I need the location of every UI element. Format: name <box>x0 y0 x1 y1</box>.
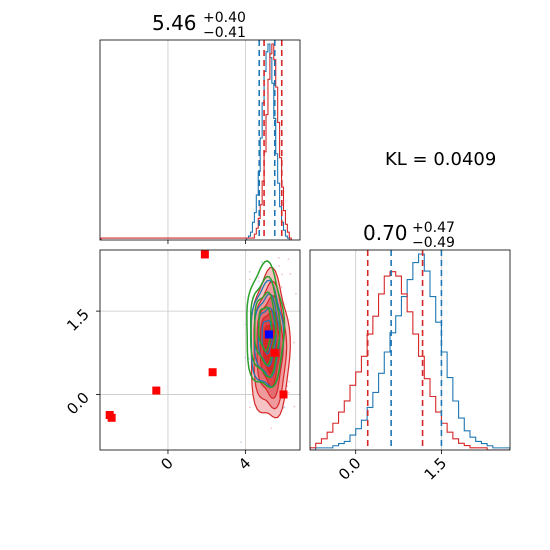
joint-scatter-point-series-a <box>244 356 247 359</box>
param-1-histogram-panel: 5.46 +0.40 −0.41 <box>99 10 301 244</box>
joint-y-ticks: 0.0 1.5 <box>63 305 100 418</box>
joint-scatter-point-series-b <box>289 273 292 275</box>
param-2-histogram-panel: 0.0 1.5 0.70 +0.47 −0.49 <box>309 220 511 484</box>
joint-scatter-point-series-b <box>270 427 273 430</box>
param-1-x-ticks <box>167 240 247 244</box>
joint-red-marker <box>107 413 116 422</box>
joint-contour-line-green <box>257 306 273 352</box>
joint-y-tick-label: 1.5 <box>63 305 93 335</box>
joint-red-marker <box>152 386 161 395</box>
joint-scatter-point-series-b <box>293 405 296 408</box>
joint-scatter-point-series-a <box>260 260 263 263</box>
param-1-hist-series-a <box>246 43 290 240</box>
joint-red-marker <box>279 390 288 399</box>
param-2-frame <box>309 249 511 451</box>
joint-scatter-point-series-b <box>278 265 280 267</box>
param-2-hist-series-b <box>310 271 510 450</box>
joint-scatter-point-series-b <box>281 273 284 276</box>
joint-markers <box>105 250 288 422</box>
joint-scatter-point-series-a <box>283 406 286 408</box>
joint-scatter-point-series-a <box>244 323 247 326</box>
param-1-title: 5.46 +0.40 −0.41 <box>152 10 246 41</box>
param-2-title-plus: +0.47 <box>412 220 455 236</box>
param-2-title: 0.70 +0.47 −0.49 <box>363 220 455 251</box>
param-2-grid <box>355 250 442 450</box>
joint-y-tick-label: 0.0 <box>63 389 93 419</box>
joint-red-marker <box>208 368 217 377</box>
joint-red-marker <box>270 348 279 357</box>
joint-frame <box>99 249 301 451</box>
joint-scatter-point-series-a <box>248 270 251 273</box>
param-1-histograms <box>100 43 292 240</box>
param-1-title-value: 5.46 <box>152 11 197 35</box>
param-2-x-ticks: 0.0 1.5 <box>335 450 450 484</box>
joint-x-tick-label: 0 <box>157 454 176 473</box>
joint-contour-line-green <box>249 275 281 379</box>
param-2-title-minus: −0.49 <box>412 235 455 251</box>
joint-scatter-point-series-b <box>277 256 280 259</box>
joint-scatter-point-series-b <box>257 276 260 279</box>
joint-scatter-point-series-b <box>293 341 295 344</box>
param-2-histograms <box>310 253 510 450</box>
joint-scatter-point-series-b <box>287 258 290 261</box>
param-1-quantile-lines <box>258 40 283 240</box>
joint-scatter-point-series-b <box>249 406 251 409</box>
param-2-quantile-lines <box>366 250 443 450</box>
joint-scatter-point-series-b <box>247 231 249 233</box>
param-1-hist-series-b <box>100 43 292 240</box>
joint-scatter-point-series-a <box>258 280 261 283</box>
joint-red-marker <box>200 250 209 259</box>
param-2-x-tick-label: 1.5 <box>421 454 451 484</box>
joint-scatter-point-series-b <box>287 391 290 394</box>
joint-contour-line-green <box>253 291 277 366</box>
joint-scatter-point-series-a <box>240 441 242 444</box>
param-1-frame <box>99 39 301 241</box>
joint-scatter-point-series-b <box>295 292 297 295</box>
joint-scatter-point-series-b <box>288 380 291 383</box>
param-1-title-minus: −0.41 <box>203 25 246 41</box>
param-1-title-plus: +0.40 <box>203 10 246 26</box>
joint-blue-marker <box>264 330 273 339</box>
param-2-hist-series-a <box>310 253 510 450</box>
joint-contour-line-series-a <box>261 319 274 355</box>
joint-scatter-point-series-b <box>249 278 251 281</box>
joint-scatter-point-series-a <box>269 242 271 244</box>
joint-contours <box>240 231 312 444</box>
joint-scatter-point-series-b <box>280 286 283 289</box>
joint-scatter-point-series-b <box>286 385 289 387</box>
param-1-grid <box>167 40 247 240</box>
kl-annotation: KL = 0.0409 <box>385 149 496 170</box>
joint-x-tick-label: 4 <box>235 454 254 473</box>
joint-scatter-point-series-b <box>310 331 312 333</box>
param-2-x-tick-label: 0.0 <box>335 454 365 484</box>
param-2-title-value: 0.70 <box>363 221 408 245</box>
joint-contour-line-green <box>246 260 286 389</box>
